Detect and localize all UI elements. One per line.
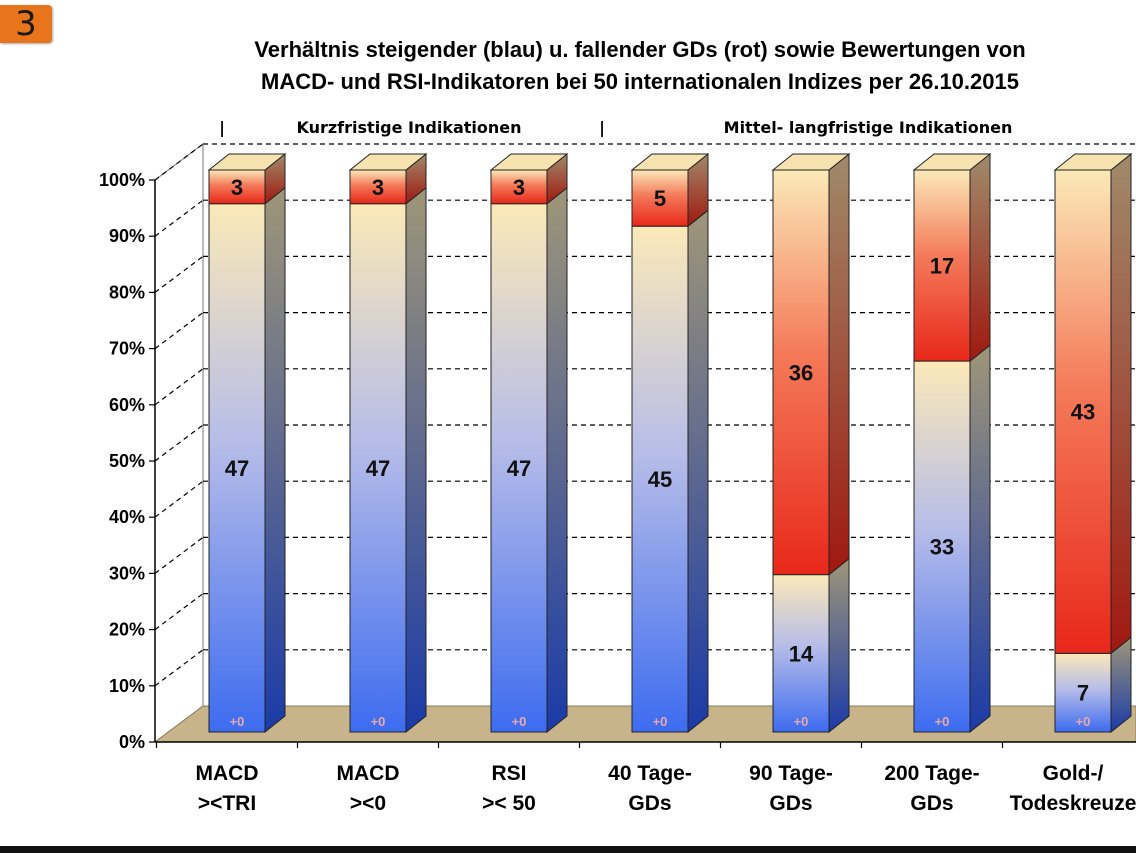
bar-falling (490, 169, 548, 205)
gridline-side (154, 536, 204, 574)
x-category-label: GDs (910, 792, 953, 815)
x-category-label: GDs (628, 792, 671, 815)
data-label-rising: 7 (1077, 681, 1089, 706)
gridline-side (154, 480, 204, 518)
section-label-short-term: Kurzfristige Indikationen (296, 118, 521, 137)
data-label-rising: 47 (225, 456, 249, 481)
bottom-rule (0, 846, 1136, 853)
x-category-label: MACD (196, 762, 259, 785)
data-label-neutral: +0 (1076, 714, 1091, 729)
y-tick-label: 30% (109, 563, 145, 583)
data-label-falling: 17 (930, 254, 954, 279)
data-label-neutral: +0 (935, 714, 950, 729)
x-category-label: >< 50 (482, 792, 536, 815)
chart-title-line-1: Verhältnis steigender (blau) u. fallende… (254, 37, 1026, 62)
bar-top (771, 153, 851, 171)
data-label-neutral: +0 (512, 714, 527, 729)
gridline-side (154, 199, 204, 237)
y-tick-label: 90% (109, 226, 145, 246)
data-label-falling: 5 (654, 186, 666, 211)
data-label-falling: 3 (513, 175, 525, 200)
x-category-label: Gold-/ (1043, 762, 1104, 785)
bar-rising-side (969, 344, 991, 734)
gridline-side (154, 255, 204, 293)
data-label-neutral: +0 (794, 714, 809, 729)
y-tick-label: 10% (109, 676, 145, 696)
data-label-rising: 47 (366, 456, 390, 481)
gridline-side (154, 649, 204, 687)
bar-falling-side (1110, 152, 1132, 655)
bar-rising-side (828, 557, 850, 734)
gridline-side (154, 143, 204, 181)
bar-falling (772, 169, 830, 576)
chart-title-line-2: MACD- und RSI-Indikatoren bei 50 interna… (261, 69, 1019, 94)
y-tick-label: 100% (99, 170, 145, 190)
y-tick-label: 70% (109, 339, 145, 359)
x-category-label: 90 Tage- (749, 762, 833, 785)
x-category-label: RSI (491, 762, 526, 785)
bar-top (489, 153, 569, 171)
y-tick-label: 40% (109, 507, 145, 527)
data-label-rising: 47 (507, 456, 531, 481)
section-label-long-term: Mittel- langfristige Indikationen (724, 118, 1013, 137)
x-category-label: ><TRI (198, 792, 256, 815)
data-label-neutral: +0 (653, 714, 668, 729)
y-tick-label: 80% (109, 282, 145, 302)
section-divider: | (219, 118, 225, 138)
gridline-side (154, 424, 204, 462)
bar-top (1053, 153, 1133, 171)
bar-top (912, 153, 992, 171)
bar-falling-side (969, 152, 991, 363)
y-tick-label: 20% (109, 620, 145, 640)
gridline-side (154, 368, 204, 406)
bar-top (207, 153, 287, 171)
data-label-rising: 33 (930, 535, 954, 560)
bar-top (630, 153, 710, 171)
bar-top (348, 153, 428, 171)
bar-falling (1054, 169, 1112, 654)
data-label-neutral: +0 (230, 714, 245, 729)
bar-falling (913, 169, 971, 362)
bar-rising (1054, 652, 1112, 733)
y-tick-label: 0% (119, 732, 145, 752)
bar-rising (490, 203, 548, 733)
data-label-falling: 43 (1071, 400, 1095, 425)
data-label-neutral: +0 (371, 714, 386, 729)
gridline-side (154, 312, 204, 350)
slide-number-badge: 3 (0, 4, 52, 44)
x-category-label: GDs (769, 792, 812, 815)
bar-rising-side (546, 186, 568, 734)
bar-rising-side (687, 209, 709, 734)
data-label-falling: 3 (231, 175, 243, 200)
bar-rising-side (405, 186, 427, 734)
y-tick-label: 50% (109, 451, 145, 471)
data-label-falling: 3 (372, 175, 384, 200)
bar-rising-side (264, 186, 286, 734)
x-category-label: 200 Tage- (884, 762, 979, 785)
chart-title: Verhältnis steigender (blau) u. fallende… (120, 34, 1136, 98)
data-label-rising: 45 (648, 467, 672, 492)
data-label-rising: 14 (789, 641, 814, 666)
bar-falling-side (828, 152, 850, 576)
x-category-label: Todeskreuze (1010, 792, 1136, 815)
x-category-label: MACD (337, 762, 400, 785)
x-category-label: 40 Tage- (608, 762, 692, 785)
bar-falling (631, 169, 689, 227)
y-tick-label: 60% (109, 395, 145, 415)
data-label-falling: 36 (789, 360, 813, 385)
x-category-label: ><0 (350, 792, 386, 815)
section-divider: | (599, 118, 605, 138)
bar-rising (631, 225, 689, 733)
gridline-side (154, 593, 204, 631)
